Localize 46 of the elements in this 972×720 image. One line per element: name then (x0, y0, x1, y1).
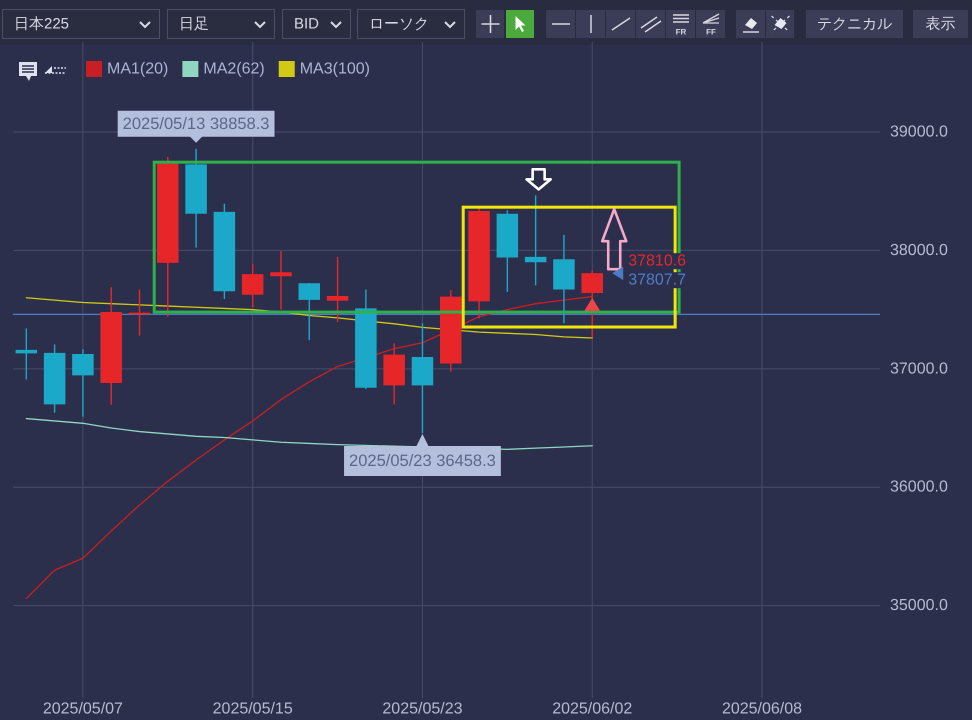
candlestick (185, 148, 207, 248)
text: 日足 (179, 16, 209, 32)
y-tick-label: 35000.0 (890, 597, 948, 614)
text: ローソク (369, 16, 429, 32)
annotation: 2025/05/23 36458.3 (349, 452, 496, 470)
y-tick-label: 37000.0 (890, 360, 948, 378)
candlestick (468, 207, 490, 318)
candlestick (100, 287, 122, 405)
annotation: 37807.7 (628, 272, 686, 289)
candlestick (44, 344, 66, 413)
text: テクニカル (817, 16, 892, 32)
annotation: 37810.6 (628, 252, 686, 270)
candlestick (383, 343, 405, 404)
y-tick-label: 36000.0 (890, 478, 948, 496)
x-tick-label: 2025/05/15 (212, 700, 293, 718)
text: FF (706, 28, 716, 36)
candlestick (496, 210, 518, 292)
y-tick-label: 39000.0 (890, 123, 948, 140)
x-tick-label: 2025/05/07 (42, 700, 124, 718)
text: 表示 (926, 16, 956, 32)
x-tick-label: 2025/06/08 (722, 700, 802, 718)
x-tick-label: 2025/06/02 (552, 700, 632, 718)
candlestick (412, 323, 434, 433)
text: 日本225 (14, 16, 70, 32)
candlestick (581, 270, 603, 338)
candlestick (326, 256, 348, 322)
legend-label: MA2(62) (203, 60, 265, 78)
text: BID (294, 16, 320, 32)
y-tick-label: 38000.0 (890, 242, 948, 259)
text: FR (676, 28, 687, 36)
line-series (26, 297, 593, 339)
candlestick (298, 282, 320, 340)
candlestick (524, 195, 546, 286)
candlestick (214, 204, 236, 299)
candlestick (355, 289, 377, 389)
x-tick-label: 2025/05/23 (382, 700, 463, 718)
candlestick (242, 264, 264, 308)
candlestick (72, 349, 94, 417)
annotation: 2025/05/13 38858.3 (122, 114, 270, 133)
candlestick (553, 235, 575, 324)
legend-label: MA1(20) (107, 60, 168, 78)
line-series (26, 296, 593, 600)
candlestick (440, 290, 462, 372)
candlestick (157, 156, 179, 317)
candlestick (16, 328, 38, 380)
legend-label: MA3(100) (300, 60, 370, 78)
